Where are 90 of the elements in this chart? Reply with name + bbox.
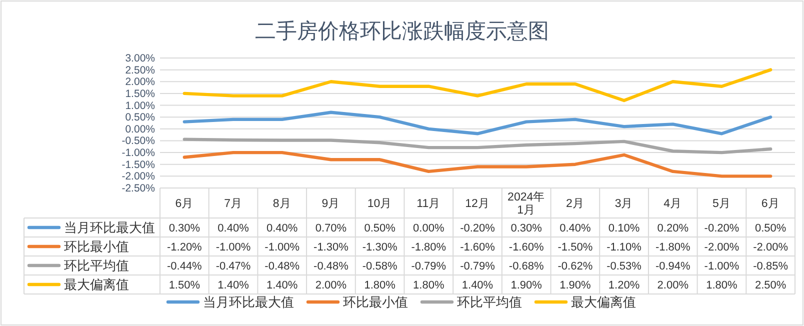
data-label: 0.30% [168, 222, 200, 234]
x-tick-label: 7月 [224, 197, 242, 210]
text: 环比平均值 [457, 294, 522, 310]
data-label: -1.80% [411, 242, 446, 254]
y-tick-label: 1.50% [125, 88, 155, 100]
data-label: -0.20% [704, 222, 740, 234]
text: 最大偏离值 [571, 294, 636, 310]
data-label: 1.80% [706, 280, 738, 292]
data-label: -1.30% [362, 242, 398, 254]
data-label: 0.40% [218, 222, 250, 234]
x-tick-label: 5月 [712, 197, 731, 210]
data-label: -1.60% [460, 242, 496, 254]
data-label: 1.80% [413, 280, 444, 292]
data-label: -1.50% [558, 242, 593, 254]
data-label: 1.40% [462, 280, 494, 292]
data-label: -0.62% [558, 260, 593, 272]
data-label: 1.80% [364, 280, 396, 292]
data-label: -0.79% [411, 260, 446, 272]
data-label: -0.48% [314, 260, 349, 272]
data-label: 2.00% [315, 280, 347, 292]
data-label: 1.40% [218, 280, 250, 292]
x-tick-label: 10月 [367, 197, 392, 210]
legend-label: 最大偏离值 [64, 277, 129, 292]
data-label: -1.60% [508, 242, 544, 254]
data-label: -1.10% [606, 242, 642, 254]
data-label: -1.30% [314, 242, 349, 254]
x-tick-label: 9月 [322, 197, 340, 210]
data-label: -2.00% [753, 242, 788, 254]
x-tick-label: 2024年1月 [508, 190, 546, 216]
data-label: -0.48% [264, 260, 300, 272]
x-tick-label: 6月 [761, 197, 780, 210]
x-tick-label: 12月 [465, 197, 490, 210]
data-label: 1.40% [266, 280, 298, 292]
y-tick-label: 1.00% [125, 100, 155, 112]
data-label: -1.00% [264, 242, 300, 254]
y-tick-label: 0.50% [125, 112, 155, 124]
data-label: -0.94% [655, 260, 691, 272]
y-tick-label: -1.00% [122, 147, 155, 160]
data-label: 2.00% [657, 280, 689, 292]
data-label: -2.00% [704, 242, 740, 254]
x-tick-label: 2月 [566, 197, 584, 210]
y-tick-label: -2.50% [122, 182, 155, 194]
data-label: -0.53% [606, 260, 642, 272]
data-label: 1.90% [510, 280, 542, 292]
y-tick-label: -2.00% [122, 170, 155, 183]
data-label: 0.40% [266, 222, 298, 234]
y-tick-label: 0.00% [125, 123, 155, 136]
y-tick-label: -0.50% [122, 135, 155, 148]
data-label: -0.85% [753, 260, 788, 272]
data-label: 1.20% [608, 280, 640, 292]
x-tick-label: 3月 [614, 197, 634, 210]
data-label: 1.90% [560, 280, 591, 292]
data-label: 1.50% [168, 280, 200, 292]
data-label: -0.79% [460, 260, 496, 272]
data-label: -0.44% [166, 260, 202, 272]
x-tick-label: 4月 [664, 197, 682, 210]
line-series [182, 68, 772, 102]
data-label: 0.10% [608, 222, 640, 234]
data-label: -0.58% [362, 260, 398, 272]
line-series [182, 110, 772, 136]
data-label: 0.70% [315, 222, 347, 234]
data-label: 2.50% [754, 280, 786, 292]
y-tick-label: 3.00% [125, 52, 155, 64]
data-label: -1.80% [655, 242, 691, 254]
legend-label: 当月环比最大值 [64, 220, 155, 235]
data-label: 0.50% [754, 222, 786, 234]
y-tick-label: 2.50% [125, 64, 155, 76]
data-label: -0.20% [460, 222, 496, 234]
data-label: -0.47% [216, 260, 251, 272]
data-label: 0.20% [657, 222, 689, 234]
legend-label: 环比最小值 [64, 239, 129, 254]
y-tick-label: -1.50% [122, 158, 155, 171]
text: 环比最小值 [343, 294, 408, 310]
data-label: 0.00% [413, 222, 444, 234]
data-label: -0.68% [508, 260, 544, 272]
data-label: -1.20% [166, 242, 202, 254]
line-series [182, 150, 772, 178]
data-label: 0.30% [510, 222, 542, 234]
data-label: 0.50% [364, 222, 396, 234]
data-label: -1.00% [704, 260, 740, 272]
x-tick-label: 6月 [175, 197, 194, 210]
line-series [182, 138, 772, 154]
chart-title: 二手房价格环比涨跌幅度示意图 [255, 20, 549, 43]
x-tick-label: 11月 [416, 197, 441, 210]
data-label: 0.40% [560, 222, 591, 234]
y-tick-label: 2.00% [125, 76, 155, 88]
legend-label: 环比平均值 [64, 258, 129, 273]
data-label: -1.00% [216, 242, 251, 254]
x-tick-label: 8月 [272, 197, 292, 210]
text: 当月环比最大值 [203, 294, 294, 310]
